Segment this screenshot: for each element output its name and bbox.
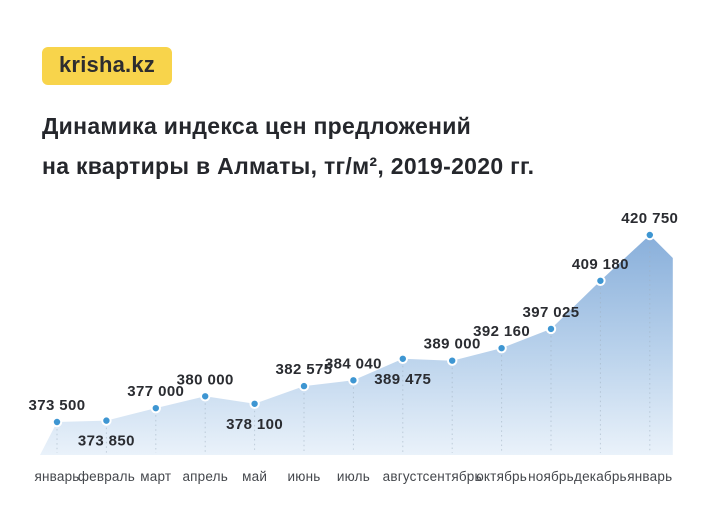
data-point-marker <box>644 229 655 241</box>
x-axis-month-label: сентябрь <box>423 469 482 484</box>
x-axis-month-label: январь <box>34 469 79 484</box>
x-axis-month-label: июль <box>337 469 370 484</box>
x-axis-month-label: ноябрь <box>528 469 574 484</box>
data-point-marker <box>397 353 408 364</box>
x-axis-month-label: май <box>242 469 267 484</box>
value-label: 373 500 <box>28 397 85 414</box>
page-title-line-1: Динамика индекса цен предложений <box>42 113 472 139</box>
data-point-marker <box>101 415 112 426</box>
x-axis-month-label: декабрь <box>574 469 627 484</box>
data-point-marker <box>150 402 162 414</box>
x-axis-month-label: октябрь <box>476 469 527 484</box>
labels-layer: 373 500 январь 373 850 февраль 377 000 март 38… <box>28 210 678 484</box>
value-label: 420 750 <box>621 210 678 227</box>
data-point-marker <box>200 391 211 402</box>
x-axis-month-label: февраль <box>78 469 135 484</box>
value-label: 377 000 <box>127 383 184 400</box>
data-point-marker <box>545 323 557 335</box>
brand-logo: krisha.kz <box>42 47 172 85</box>
value-label: 378 100 <box>226 416 283 433</box>
value-label: 389 475 <box>374 371 431 388</box>
x-axis-month-label: март <box>140 469 171 484</box>
data-point-marker <box>595 275 606 286</box>
grid-guides-layer <box>56 242 651 453</box>
value-label: 409 180 <box>572 256 629 273</box>
x-axis-month-label: апрель <box>182 469 228 484</box>
data-point-marker <box>348 375 359 386</box>
value-label: 397 025 <box>522 304 579 321</box>
value-label: 373 850 <box>78 433 135 450</box>
data-point-marker <box>249 398 260 409</box>
value-label: 384 040 <box>325 355 382 372</box>
x-axis-month-label: январь <box>627 469 672 484</box>
area-fill-layer <box>40 235 673 455</box>
data-point-marker <box>447 355 458 366</box>
value-label: 382 575 <box>275 361 332 378</box>
value-label: 389 000 <box>424 336 481 353</box>
page-title: Динамика индекса цен предложений на квар… <box>42 106 534 186</box>
page-title-line-2: на квартиры в Алматы, тг/м², 2019-2020 г… <box>42 153 535 179</box>
x-axis-month-label: август <box>383 469 423 484</box>
price-area-shape <box>40 235 673 455</box>
data-points-layer <box>51 229 655 428</box>
value-label: 380 000 <box>177 371 234 388</box>
data-point-marker <box>496 342 507 354</box>
value-label: 392 160 <box>473 323 530 340</box>
data-point-marker <box>51 416 63 428</box>
x-axis-month-label: июнь <box>288 469 321 484</box>
data-point-marker <box>298 380 310 392</box>
